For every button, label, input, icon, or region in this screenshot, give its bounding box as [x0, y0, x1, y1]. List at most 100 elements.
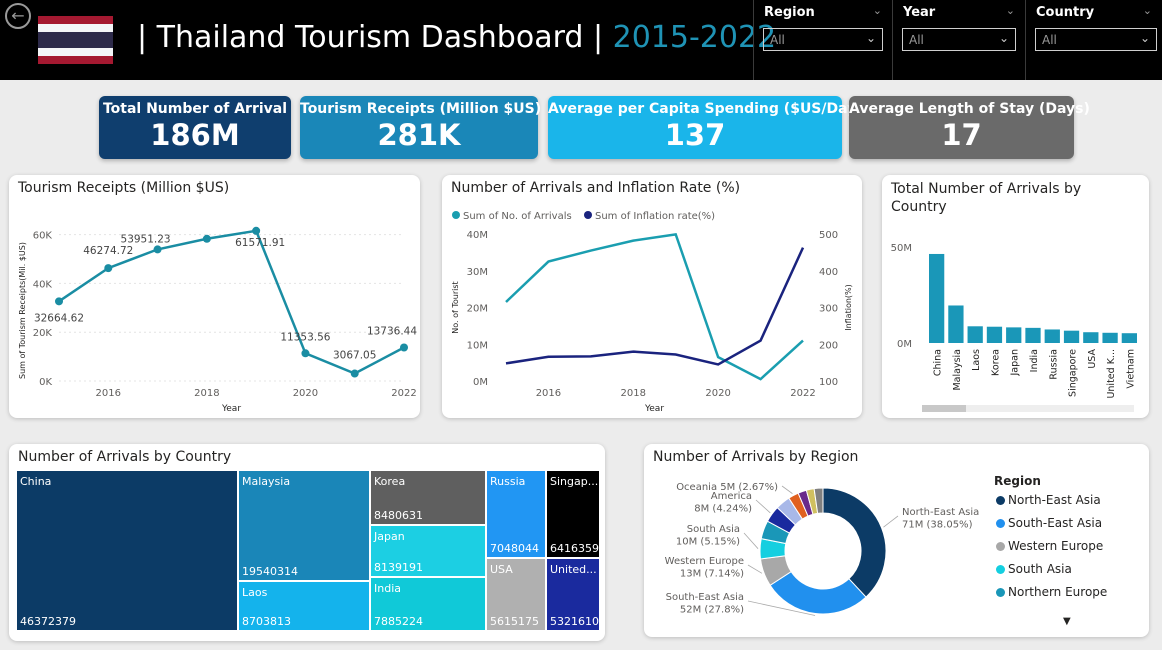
- year-slicer-label: Year: [903, 5, 936, 20]
- region-dropdown[interactable]: All ⌄: [763, 28, 883, 51]
- kpi-label: Average per Capita Spending ($US/Day): [548, 101, 863, 117]
- x-tick-label: China: [933, 349, 944, 376]
- bar-laos: [967, 326, 983, 343]
- y2-tick-label: 400: [819, 267, 838, 278]
- legend-label: Sum of No. of Arrivals: [463, 211, 572, 222]
- receipts-line: [58, 229, 405, 375]
- label-leader-line: [747, 600, 816, 616]
- kpi-value: 186M: [150, 118, 240, 152]
- data-label: 13736.44: [367, 325, 417, 337]
- y-tick-label: 0M: [473, 377, 488, 388]
- treemap-cell[interactable]: Malaysia 19540314: [238, 470, 370, 581]
- treemap-cell[interactable]: United... 5321610: [546, 558, 600, 631]
- y2-tick-label: 200: [819, 340, 838, 351]
- x-tick-label: 2018: [621, 388, 646, 399]
- kpi-per-capita-spending: Average per Capita Spending ($US/Day) 13…: [548, 96, 863, 159]
- legend-scroll-down-icon[interactable]: ▼: [1063, 616, 1071, 627]
- y-tick-label: 60K: [33, 231, 53, 242]
- chevron-down-icon: ⌄: [1139, 31, 1150, 45]
- donut-slice: [822, 487, 887, 598]
- region-dropdown-value: All: [770, 33, 785, 47]
- legend-label: South Asia: [1008, 562, 1072, 576]
- back-arrow-icon[interactable]: ←: [5, 3, 31, 29]
- legend-item[interactable]: South Asia: [996, 562, 1072, 576]
- x-tick-label: India: [1029, 349, 1040, 372]
- data-label: 53951.23: [121, 233, 171, 245]
- legend-item[interactable]: Northern Europe: [996, 585, 1107, 599]
- treemap-cell[interactable]: Japan 8139191: [370, 525, 486, 577]
- chevron-down-icon[interactable]: ⌄: [872, 4, 882, 17]
- slice-data-label: Western Europe: [665, 556, 744, 567]
- x-tick-label: USA: [1087, 349, 1098, 369]
- x-tick-label: 2016: [536, 388, 561, 399]
- x-tick-label: Russia: [1048, 349, 1059, 380]
- legend-marker: [584, 211, 592, 219]
- chevron-down-icon[interactable]: ⌄: [1142, 4, 1152, 17]
- bar-russia: [1044, 329, 1060, 343]
- year-dropdown[interactable]: All ⌄: [902, 28, 1016, 51]
- treemap-cell[interactable]: China 46372379: [16, 470, 238, 631]
- arrivals-by-region-donut-chart: North-East Asia 71M (38.05%) South-East As…: [665, 482, 979, 616]
- treemap-cell-name: Japan: [374, 530, 405, 543]
- treemap-cell-name: Russia: [490, 475, 526, 488]
- treemap-cell-name: Singap...: [550, 475, 599, 488]
- legend-item[interactable]: South-East Asia: [996, 516, 1102, 530]
- x-tick-label: United K...: [1106, 349, 1117, 399]
- treemap-cell[interactable]: Laos 8703813: [238, 581, 370, 631]
- legend-marker: [452, 211, 460, 219]
- kpi-value: 281K: [377, 118, 461, 152]
- x-tick-label: Japan: [1010, 349, 1021, 377]
- chevron-down-icon[interactable]: ⌄: [1005, 4, 1015, 17]
- bar-china: [929, 253, 945, 343]
- y-tick-label: 30M: [467, 267, 488, 278]
- kpi-total-arrivals: Total Number of Arrival 186M: [99, 96, 291, 159]
- inflation-line: [505, 247, 805, 366]
- bar-korea: [986, 326, 1003, 343]
- thailand-flag-icon: [38, 16, 113, 64]
- x-tick-label: 2022: [391, 388, 416, 399]
- treemap-cell[interactable]: Korea 8480631: [370, 470, 486, 525]
- horizontal-scrollbar[interactable]: [922, 405, 1134, 412]
- data-point: [202, 234, 211, 243]
- x-tick-label: Malaysia: [952, 349, 963, 391]
- arrivals-by-country-bar-chart: 0M 50M China Malaysia Laos Korea Japan India Rus…: [891, 243, 1137, 399]
- region-slicer-label: Region: [764, 5, 815, 20]
- y2-tick-label: 500: [819, 230, 838, 241]
- legend-marker: [996, 519, 1005, 528]
- legend-marker: [996, 542, 1005, 551]
- treemap-cell-value: 8139191: [374, 561, 423, 574]
- title-main: | Thailand Tourism Dashboard |: [137, 20, 604, 55]
- scrollbar-thumb[interactable]: [922, 405, 966, 412]
- treemap-cell-value: 46372379: [20, 615, 76, 628]
- treemap-cell[interactable]: Singap... 6416359: [546, 470, 600, 558]
- treemap-cell-value: 6416359: [550, 542, 599, 555]
- x-tick-label: 2018: [194, 388, 219, 399]
- bar-singapore: [1063, 330, 1080, 343]
- kpi-length-of-stay: Average Length of Stay (Days) 17: [849, 96, 1090, 159]
- legend-marker: [996, 496, 1005, 505]
- chart-title: Number of Arrivals by Region: [653, 449, 859, 465]
- slice-data-label: 52M (27.8%): [680, 605, 744, 616]
- treemap-cell[interactable]: Russia 7048044: [486, 470, 546, 558]
- treemap-cell[interactable]: India 7885224: [370, 577, 486, 631]
- arrivals-inflation-chart-card: Number of Arrivals and Inflation Rate (%…: [442, 175, 862, 418]
- legend-label: Northern Europe: [1008, 585, 1108, 599]
- tourism-receipts-line-chart: 0K 20K 40K 60K 2016 2018 2020 2022 Year Sum of To…: [18, 226, 417, 414]
- slice-data-label: 71M (38.05%): [902, 520, 973, 531]
- legend-item[interactable]: North-East Asia: [996, 493, 1101, 507]
- y-axis-label: Sum of Tourism Receipts(Mil. $US): [18, 242, 27, 379]
- data-label: 61571.91: [235, 237, 285, 249]
- legend-item[interactable]: Western Europe: [996, 539, 1103, 553]
- country-dropdown[interactable]: All ⌄: [1035, 28, 1157, 51]
- legend-label: Sum of Inflation rate(%): [595, 211, 715, 222]
- slice-data-label: South-East Asia: [666, 592, 744, 603]
- treemap-cell-value: 7885224: [374, 615, 423, 628]
- treemap-cell-value: 5615175: [490, 615, 539, 628]
- treemap-cell[interactable]: USA 5615175: [486, 558, 546, 631]
- country-slicer: Country ⌄ All ⌄: [1025, 0, 1162, 80]
- y-tick-label: 0M: [897, 339, 912, 350]
- treemap-cell-name: Korea: [374, 475, 406, 488]
- data-point: [252, 226, 261, 235]
- kpi-tourism-receipts: Tourism Receipts (Million $US) 281K: [300, 96, 541, 159]
- y-tick-label: 10M: [467, 340, 488, 351]
